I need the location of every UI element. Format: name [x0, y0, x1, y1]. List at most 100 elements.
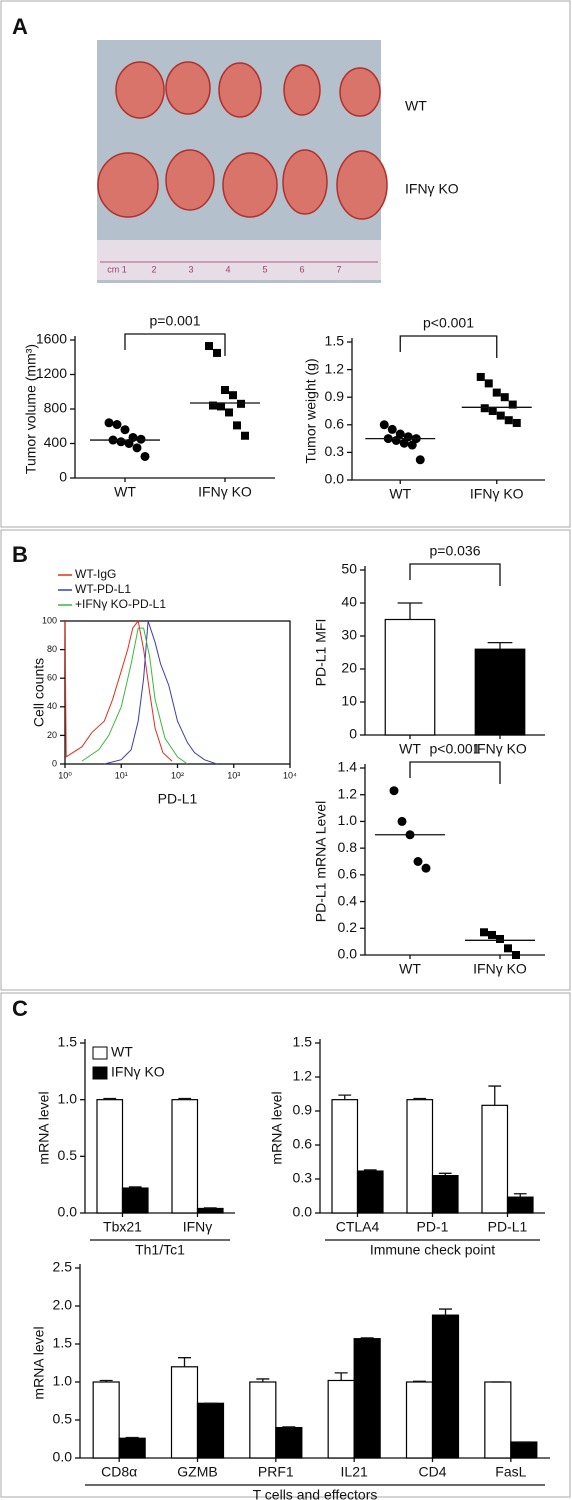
y-tick-label: 1.0 [58, 1090, 78, 1106]
y-tick-label: 20 [47, 730, 57, 740]
data-point [399, 438, 409, 448]
bar [331, 1099, 359, 1214]
data-point [124, 439, 134, 448]
photo-row-label: IFNγ KO [405, 181, 459, 197]
histogram-line [81, 627, 188, 765]
bar [506, 1196, 534, 1214]
ruler-label: cm 1 [107, 264, 127, 274]
error-bar [256, 1378, 270, 1382]
significance-bracket [399, 335, 498, 358]
y-axis-label: PD-L1 MFI [313, 619, 329, 687]
bar [118, 1437, 146, 1459]
y-tick-label: 0.6 [338, 866, 358, 882]
panel-border [0, 529, 571, 991]
legend-swatch [92, 1066, 108, 1080]
data-point [480, 928, 488, 937]
p-value: p<0.001 [430, 741, 481, 757]
data-point [415, 455, 425, 465]
y-tick-label: 1.0 [53, 1373, 73, 1389]
error-bar [178, 1097, 192, 1100]
y-tick-label: 0.6 [293, 1136, 313, 1152]
error-bar [363, 1169, 377, 1172]
data-point [221, 386, 229, 395]
y-tick-label: 60 [47, 673, 57, 683]
legend-label: WT [111, 1044, 133, 1060]
p-value: p<0.001 [423, 315, 474, 331]
bar [196, 1207, 224, 1214]
x-tick-label: IFNγ KO [198, 484, 252, 500]
data-point [476, 372, 485, 381]
x-tick-label: IFNγ KO [473, 961, 527, 977]
y-axis-label: mRNA level [31, 1326, 47, 1399]
y-tick-label: 1.4 [338, 759, 358, 775]
data-point [140, 451, 150, 461]
data-point [104, 418, 114, 428]
y-tick-label: 20 [341, 660, 357, 676]
data-point [237, 399, 245, 408]
y-tick-label: 1600 [36, 331, 67, 347]
error-bar [103, 1097, 117, 1100]
legend-label: WT-IgG [75, 567, 116, 581]
data-point [379, 420, 389, 430]
axes [319, 1039, 545, 1214]
x-tick-label: IL21 [341, 1464, 368, 1480]
y-tick-label: 0.3 [325, 443, 345, 459]
y-tick-label: 50 [341, 561, 357, 577]
p-value: p=0.001 [150, 313, 201, 329]
data-point [508, 400, 517, 409]
y-tick-label: 0.6 [325, 416, 345, 432]
x-tick-label: 10³ [227, 770, 240, 780]
y-tick-label: 0 [349, 726, 357, 742]
legend-label: WT-PD-L1 [75, 582, 131, 596]
bar [171, 1099, 199, 1214]
bar [510, 1441, 538, 1459]
panel-border [0, 992, 571, 1498]
legend-label: IFNγ KO [111, 1064, 165, 1080]
x-tick-label: CD4 [418, 1464, 446, 1480]
y-axis-label: mRNA level [269, 1091, 285, 1164]
x-tick-label: Tbx21 [103, 1219, 142, 1235]
x-tick-label: CTLA4 [336, 1219, 380, 1235]
group-label: Th1/Tc1 [135, 1242, 185, 1258]
bar [92, 1381, 120, 1459]
axes [351, 338, 545, 481]
error-bar [125, 1436, 139, 1439]
y-tick-label: 2.0 [53, 1297, 73, 1313]
ruler-label: 4 [225, 264, 230, 274]
bar [327, 1379, 355, 1459]
x-tick-label: 10¹ [115, 770, 128, 780]
histogram-line [104, 620, 217, 765]
error-bar [360, 1337, 374, 1339]
bar [356, 1170, 384, 1214]
y-tick-label: 30 [341, 627, 357, 643]
data-point [136, 434, 146, 444]
axes [364, 764, 545, 956]
y-tick-label: 40 [47, 701, 57, 711]
axes [79, 1264, 550, 1459]
y-axis-label: Cell counts [31, 658, 47, 727]
y-axis-label: mRNA level [36, 1091, 52, 1164]
data-point [209, 401, 217, 410]
ruler-label: 3 [188, 264, 193, 274]
y-tick-label: 40 [341, 594, 357, 610]
error-bar [413, 1380, 426, 1382]
error-bar [488, 1085, 502, 1106]
y-tick-label: 1.5 [293, 1034, 313, 1050]
data-point [233, 421, 241, 430]
data-point [391, 435, 401, 445]
data-point [496, 411, 505, 420]
data-point [397, 816, 407, 826]
y-tick-label: 1.0 [338, 812, 358, 828]
panel-label: A [12, 14, 28, 39]
error-bar [439, 1308, 452, 1316]
y-tick-label: 0.5 [58, 1147, 78, 1163]
y-tick-label: 1200 [36, 365, 67, 381]
data-point [413, 857, 423, 866]
ruler-label: 7 [336, 264, 341, 274]
bar [405, 1381, 434, 1459]
x-tick-label: WT [399, 961, 421, 977]
tumor-photo [97, 40, 388, 283]
data-point [480, 404, 489, 413]
bar [474, 648, 526, 736]
error-bar [203, 1207, 217, 1209]
